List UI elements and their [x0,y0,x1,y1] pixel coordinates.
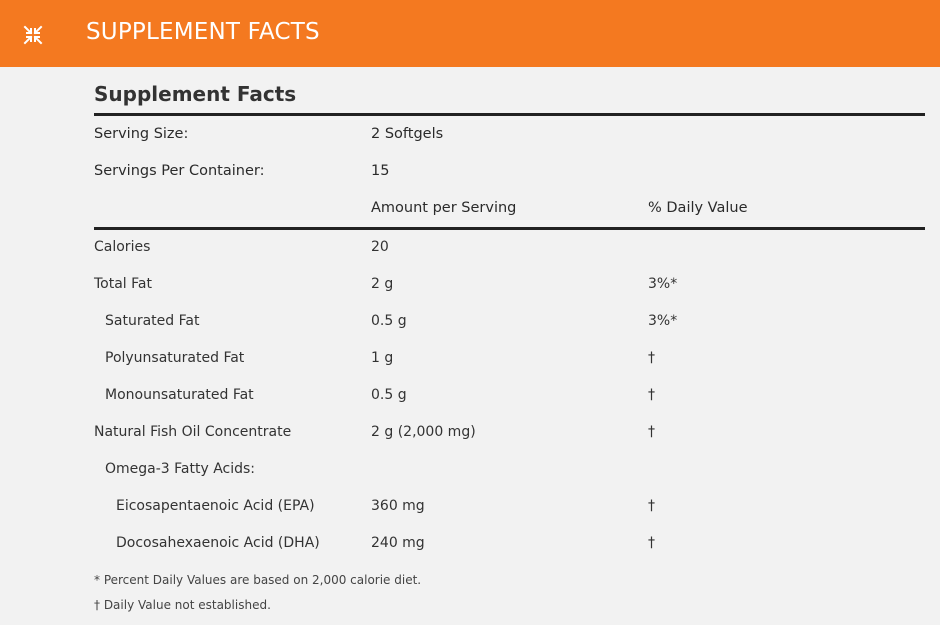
nutrient-name: Calories [94,239,151,255]
header-title: SUPPLEMENT FACTS [86,19,320,45]
nutrient-amount: 2 g (2,000 mg) [371,424,476,440]
table-row: Eicosapentaenoic Acid (EPA) 360 mg † [94,496,925,516]
nutrient-amount: 240 mg [371,535,425,551]
table-row: Natural Fish Oil Concentrate 2 g (2,000 … [94,422,925,442]
nutrient-name: Total Fat [94,276,152,292]
nutrient-name: Natural Fish Oil Concentrate [94,424,292,440]
nutrient-name: Eicosapentaenoic Acid (EPA) [116,498,315,514]
serving-size-value: 2 Softgels [371,126,444,142]
footnote-daily-values: * Percent Daily Values are based on 2,00… [94,573,422,587]
table-row: Calories 20 [94,237,925,257]
table-row: Total Fat 2 g 3%* [94,274,925,294]
nutrient-name: Omega-3 Fatty Acids: [105,461,256,477]
table-row: Omega-3 Fatty Acids: [94,459,925,479]
daily-value-column-header: % Daily Value [648,200,748,216]
nutrient-amount: 0.5 g [371,313,407,329]
nutrient-daily-value: 3%* [648,276,678,292]
nutrient-daily-value: † [648,350,655,366]
top-rule [94,113,925,116]
serving-size-row: Serving Size: 2 Softgels [94,124,925,144]
nutrient-daily-value: 3%* [648,313,678,329]
servings-per-container-label: Servings Per Container: [94,163,265,179]
amount-column-header: Amount per Serving [371,200,517,216]
table-row: Docosahexaenoic Acid (DHA) 240 mg † [94,533,925,553]
nutrient-amount: 0.5 g [371,387,407,403]
nutrient-name: Docosahexaenoic Acid (DHA) [116,535,320,551]
column-header-row: Amount per Serving % Daily Value [94,198,925,218]
nutrient-amount: 1 g [371,350,394,366]
table-row: Saturated Fat 0.5 g 3%* [94,311,925,331]
nutrient-name: Saturated Fat [105,313,200,329]
nutrient-amount: 360 mg [371,498,425,514]
header-bar: SUPPLEMENT FACTS [0,0,940,67]
nutrient-name: Polyunsaturated Fat [105,350,245,366]
header-rule [94,227,925,230]
nutrient-daily-value: † [648,498,655,514]
serving-size-label: Serving Size: [94,126,189,142]
servings-per-container-value: 15 [371,163,390,179]
table-row: Monounsaturated Fat 0.5 g † [94,385,925,405]
nutrient-daily-value: † [648,387,655,403]
collapse-arrows-icon[interactable] [22,24,44,46]
nutrient-daily-value: † [648,424,655,440]
nutrient-name: Monounsaturated Fat [105,387,254,403]
footnote-not-established: † Daily Value not established. [94,598,271,612]
facts-title: Supplement Facts [94,82,297,106]
nutrient-amount: 20 [371,239,389,255]
nutrient-daily-value: † [648,535,655,551]
nutrient-amount: 2 g [371,276,394,292]
table-row: Polyunsaturated Fat 1 g † [94,348,925,368]
servings-per-container-row: Servings Per Container: 15 [94,161,925,181]
